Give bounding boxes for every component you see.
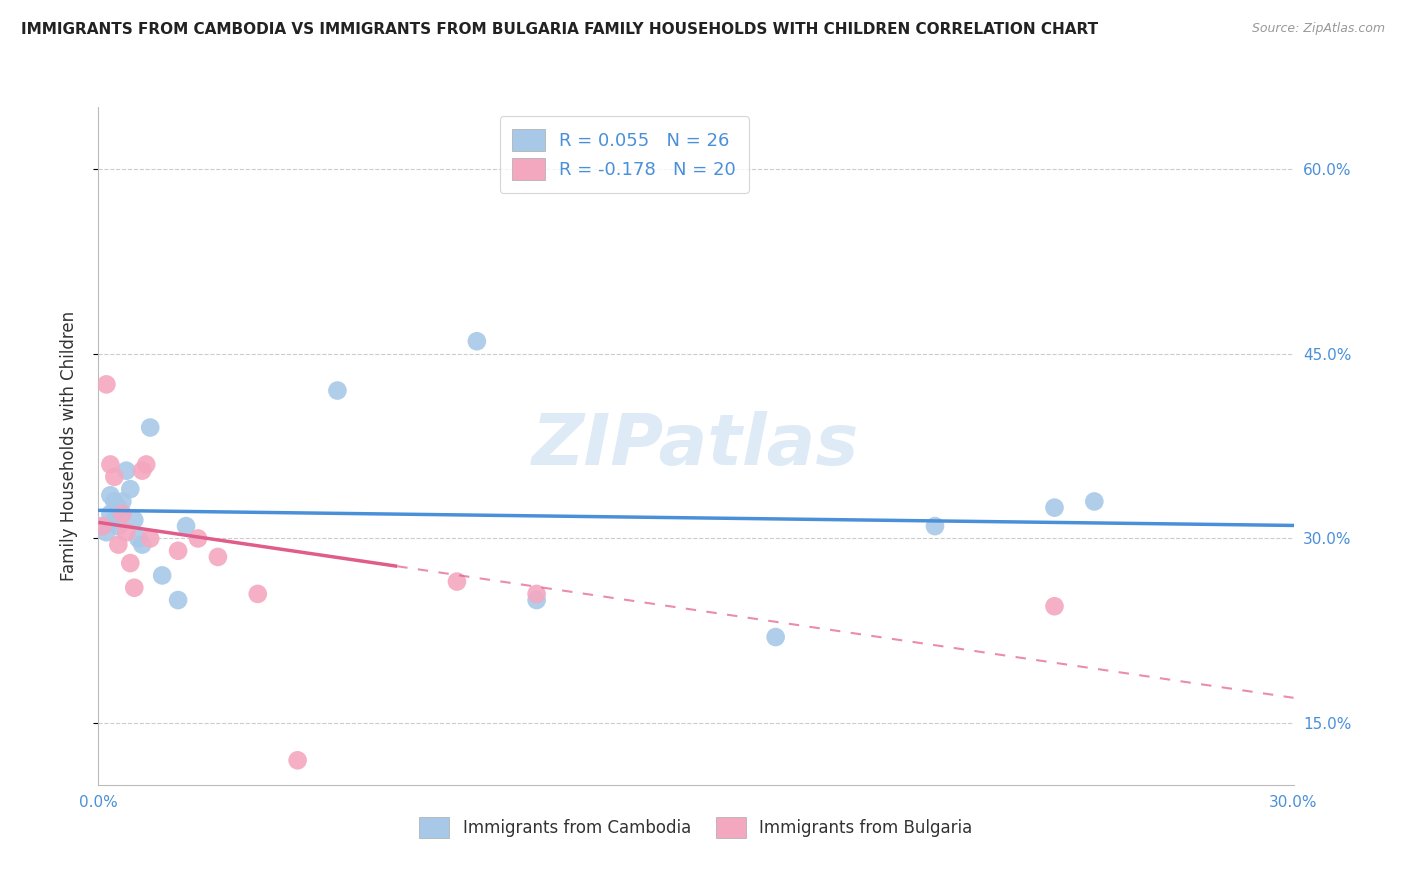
Point	[1043, 599, 1066, 614]
Point	[131, 464, 153, 478]
Point	[139, 420, 162, 434]
Point	[127, 532, 149, 546]
Point	[120, 482, 142, 496]
Point	[446, 574, 468, 589]
Point	[187, 532, 209, 546]
Point	[103, 513, 125, 527]
Point	[107, 500, 129, 515]
Point	[765, 630, 787, 644]
Point	[124, 581, 146, 595]
Point	[139, 532, 162, 546]
Point	[150, 568, 173, 582]
Point	[167, 543, 190, 558]
Point	[111, 507, 134, 521]
Point	[167, 593, 190, 607]
Point	[465, 334, 488, 349]
Point	[103, 470, 125, 484]
Point	[1043, 500, 1066, 515]
Point	[98, 488, 122, 502]
Point	[96, 377, 118, 392]
Point	[135, 458, 157, 472]
Point	[115, 464, 138, 478]
Point	[115, 525, 138, 540]
Text: ZIPatlas: ZIPatlas	[533, 411, 859, 481]
Point	[246, 587, 269, 601]
Point	[111, 507, 134, 521]
Point	[526, 593, 548, 607]
Point	[91, 519, 114, 533]
Point	[287, 753, 309, 767]
Point	[326, 384, 349, 398]
Point	[924, 519, 946, 533]
Point	[131, 538, 153, 552]
Text: Source: ZipAtlas.com: Source: ZipAtlas.com	[1251, 22, 1385, 36]
Point	[207, 549, 229, 564]
Point	[98, 458, 122, 472]
Point	[124, 513, 146, 527]
Point	[91, 519, 114, 533]
Point	[120, 556, 142, 570]
Point	[98, 507, 122, 521]
Point	[107, 538, 129, 552]
Point	[526, 587, 548, 601]
Point	[96, 525, 118, 540]
Y-axis label: Family Households with Children: Family Households with Children	[59, 311, 77, 581]
Legend: Immigrants from Cambodia, Immigrants from Bulgaria: Immigrants from Cambodia, Immigrants fro…	[413, 811, 979, 845]
Point	[107, 519, 129, 533]
Point	[103, 494, 125, 508]
Point	[1083, 494, 1105, 508]
Point	[174, 519, 197, 533]
Text: IMMIGRANTS FROM CAMBODIA VS IMMIGRANTS FROM BULGARIA FAMILY HOUSEHOLDS WITH CHIL: IMMIGRANTS FROM CAMBODIA VS IMMIGRANTS F…	[21, 22, 1098, 37]
Point	[111, 494, 134, 508]
